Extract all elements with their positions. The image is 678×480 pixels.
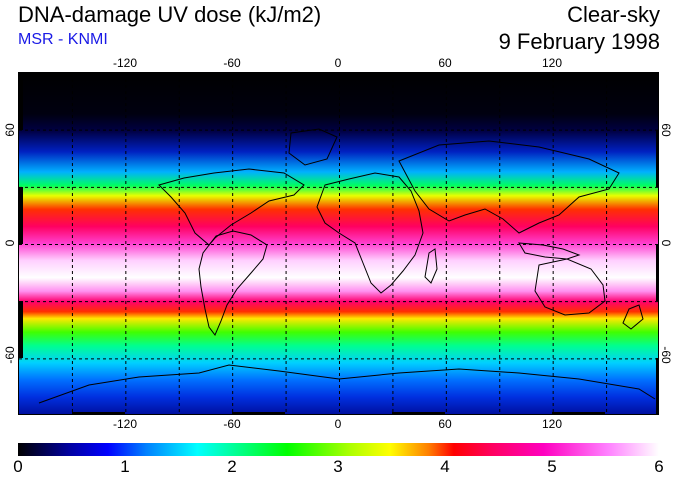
date-label: 9 February 1998 [498, 29, 660, 54]
colorbar-label: 3 [333, 457, 343, 476]
uv-dose-map [18, 72, 659, 415]
lat-tick-left: 0 [3, 239, 17, 247]
lon-tick-top: 0 [334, 56, 342, 70]
lon-tick-bottom: -60 [223, 417, 241, 431]
indonesia-coast [518, 242, 581, 260]
colorbar-label: 0 [13, 457, 23, 476]
lat-tick-left: 60 [3, 123, 17, 137]
australia-coast [534, 258, 606, 316]
new-zealand-coast [622, 304, 644, 330]
map-title: DNA-damage UV dose (kJ/m2) [18, 2, 322, 27]
lon-tick-bottom: 60 [438, 417, 452, 431]
lon-tick-bottom: -120 [112, 417, 138, 431]
lat-tick-right: 60 [659, 123, 673, 137]
sky-condition-label: Clear-sky [567, 2, 660, 27]
colorbar-label: 1 [120, 457, 130, 476]
lon-tick-top: -120 [112, 56, 138, 70]
lon-tick-top: 60 [438, 56, 452, 70]
europe-africa-coast [316, 172, 424, 294]
asia-coast [398, 140, 620, 234]
lon-tick-top: 120 [541, 56, 563, 70]
lon-tick-bottom: 0 [334, 417, 342, 431]
colorbar-label: 4 [440, 457, 450, 476]
colorbar-label: 2 [227, 457, 237, 476]
map-overlay [19, 73, 658, 414]
lat-tick-left: -60 [3, 346, 17, 364]
south-america-coast [198, 230, 268, 336]
lat-tick-right: 0 [659, 239, 673, 247]
madagascar-coast [424, 248, 438, 284]
frame-tick-bars [19, 73, 658, 414]
graticule [19, 73, 658, 414]
source-label: MSR - KNMI [18, 31, 108, 48]
colorbar-label: 6 [654, 457, 664, 476]
north-america-coast [158, 168, 305, 246]
colorbar-label: 5 [547, 457, 557, 476]
antarctica-coast [38, 364, 656, 404]
colorbar [18, 443, 659, 456]
lat-tick-right: -60 [659, 346, 673, 364]
coastlines [38, 128, 656, 404]
greenland-coast [288, 128, 338, 166]
lon-tick-bottom: 120 [541, 417, 563, 431]
lon-tick-top: -60 [223, 56, 241, 70]
